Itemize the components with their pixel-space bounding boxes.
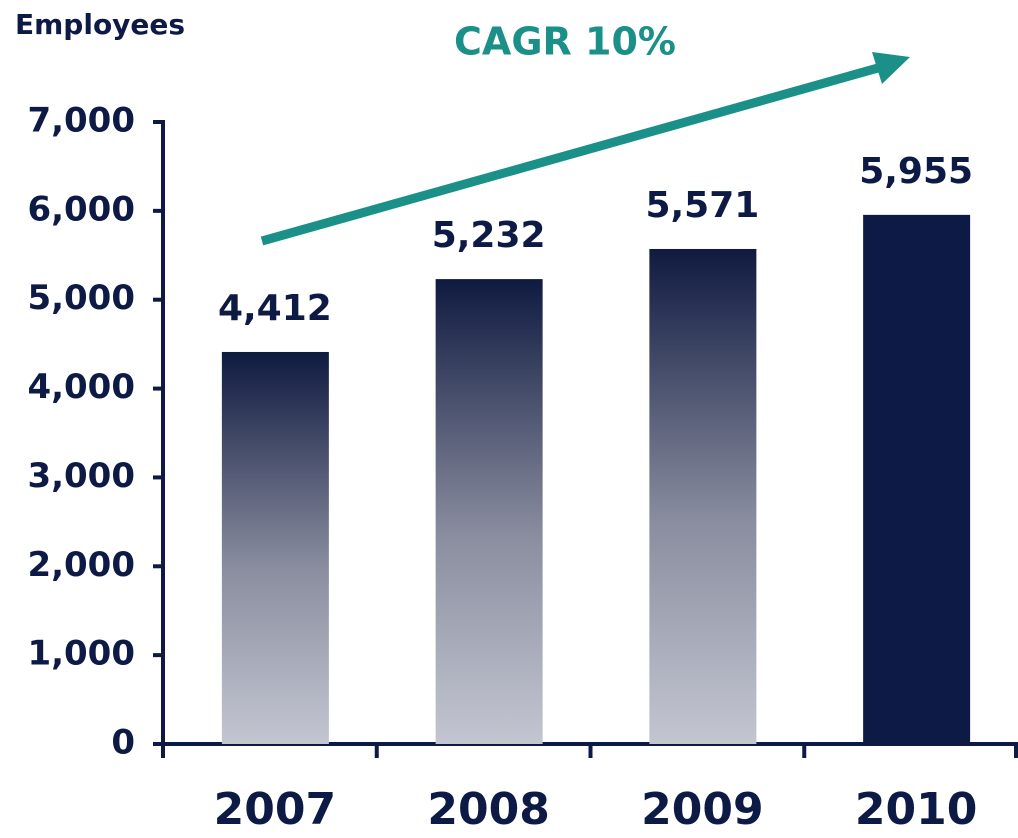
value-label: 5,232 (432, 215, 546, 256)
y-tick-label: 1,000 (27, 634, 135, 674)
y-tick-label: 7,000 (27, 101, 135, 141)
y-tick-label: 2,000 (27, 545, 135, 585)
x-tick-label: 2007 (214, 784, 336, 835)
x-tick-label: 2008 (427, 784, 549, 835)
value-label: 5,571 (645, 185, 759, 226)
annotation: CAGR 10% (454, 20, 676, 64)
bar (435, 279, 543, 744)
value-label: 5,955 (859, 151, 973, 192)
x-tick-label: 2010 (855, 784, 977, 835)
trend-arrow (260, 61, 887, 246)
y-tick-label: 6,000 (27, 189, 135, 229)
y-tick-label: 5,000 (27, 278, 135, 318)
y-tick-label: 0 (111, 723, 135, 763)
x-tick-label: 2009 (641, 784, 763, 835)
value-label: 4,412 (218, 288, 332, 329)
bar (221, 351, 329, 744)
y-tick-label: 3,000 (27, 456, 135, 496)
y-axis-title: Employees (15, 8, 185, 41)
bar (863, 214, 971, 744)
y-tick-label: 4,000 (27, 367, 135, 407)
bar (649, 248, 757, 744)
arrow-head (872, 52, 910, 84)
